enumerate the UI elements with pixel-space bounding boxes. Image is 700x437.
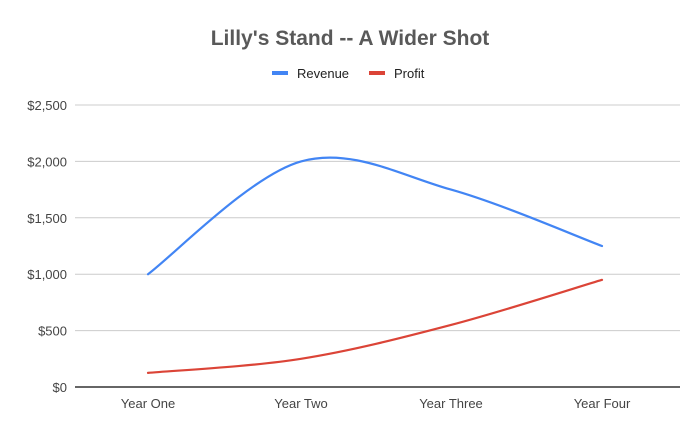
legend: Revenue Profit xyxy=(272,66,425,81)
series-line-profit xyxy=(146,278,604,374)
x-tick-label-2: Year Three xyxy=(419,396,483,411)
x-tick-label-1: Year Two xyxy=(274,396,328,411)
y-tick-label-0: $0 xyxy=(53,380,67,395)
y-tick-label-3: $1,500 xyxy=(27,211,67,226)
series-line-revenue xyxy=(146,156,604,276)
y-axis: $0 $500 $1,000 $1,500 $2,000 $2,500 xyxy=(27,98,67,395)
x-tick-label-0: Year One xyxy=(121,396,175,411)
chart-title: Lilly's Stand -- A Wider Shot xyxy=(211,27,490,50)
y-tick-label-2: $1,000 xyxy=(27,267,67,282)
legend-label-profit: Profit xyxy=(394,66,425,81)
series-group xyxy=(146,156,604,374)
x-tick-label-3: Year Four xyxy=(574,396,631,411)
y-tick-label-4: $2,000 xyxy=(27,154,67,169)
x-axis: Year One Year Two Year Three Year Four xyxy=(75,386,680,411)
y-tick-label-1: $500 xyxy=(38,324,67,339)
legend-label-revenue: Revenue xyxy=(297,66,349,81)
y-tick-label-5: $2,500 xyxy=(27,98,67,113)
gridlines xyxy=(75,104,680,332)
